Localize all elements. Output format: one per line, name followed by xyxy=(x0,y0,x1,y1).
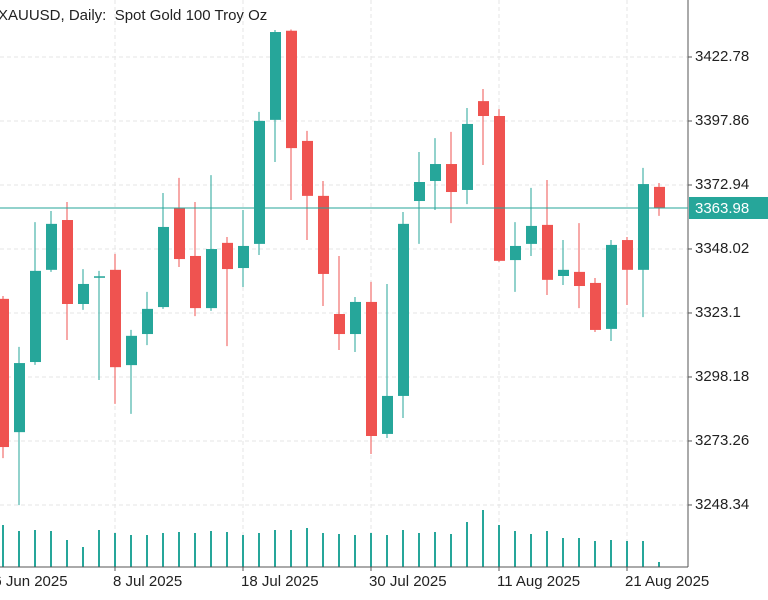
candle-body xyxy=(94,276,105,278)
candle-body xyxy=(78,283,89,304)
candle-body xyxy=(526,225,537,244)
candle-body xyxy=(302,140,313,196)
candle-body xyxy=(366,301,377,436)
candle-body xyxy=(622,240,633,270)
candle-body xyxy=(0,298,9,448)
candle-body xyxy=(382,395,393,434)
x-tick-label: 21 Aug 2025 xyxy=(625,573,709,590)
candle-body xyxy=(286,30,297,149)
y-tick-label: 3422.78 xyxy=(695,48,749,65)
candle-body xyxy=(510,245,521,261)
x-tick-label: 18 Jul 2025 xyxy=(241,573,319,590)
y-tick-label: 3298.18 xyxy=(695,368,749,385)
chart-title: XAUUSD, Daily: Spot Gold 100 Troy Oz xyxy=(0,7,267,24)
candle-body xyxy=(30,270,41,363)
candle-body xyxy=(46,223,57,270)
candle-body xyxy=(638,184,649,270)
candle-body xyxy=(126,335,137,366)
y-tick-label: 3248.34 xyxy=(695,496,749,513)
candle-body xyxy=(478,101,489,117)
candle-body xyxy=(206,249,217,309)
candle-body xyxy=(110,269,121,368)
candle-body xyxy=(238,245,249,269)
candle-body xyxy=(350,301,361,335)
candle-body xyxy=(174,207,185,260)
y-tick-label: 3397.86 xyxy=(695,112,749,129)
candle-body xyxy=(462,123,473,190)
candle-body xyxy=(334,314,345,335)
candle-body xyxy=(590,282,601,330)
candle-body xyxy=(270,32,281,120)
candle-body xyxy=(558,269,569,277)
candle-body xyxy=(142,308,153,335)
last-price-box xyxy=(689,196,768,219)
y-tick-label: 3323.1 xyxy=(695,304,741,321)
x-tick-label: 8 Jul 2025 xyxy=(113,573,182,590)
last-price-label: 3363.98 xyxy=(695,200,749,217)
candle-body xyxy=(414,182,425,202)
x-tick-label: 30 Jul 2025 xyxy=(369,573,447,590)
candle-body xyxy=(430,164,441,181)
candle-body xyxy=(158,226,169,308)
candle-body xyxy=(494,116,505,261)
x-tick-label: 26 Jun 2025 xyxy=(0,573,68,590)
y-tick-label: 3273.26 xyxy=(695,432,749,449)
x-tick-label: 11 Aug 2025 xyxy=(497,573,580,590)
candle-body xyxy=(222,242,233,270)
candle-body xyxy=(654,186,665,208)
candle-body xyxy=(446,164,457,193)
candle-body xyxy=(542,224,553,280)
y-tick-label: 3372.94 xyxy=(695,176,749,193)
candle-body xyxy=(574,271,585,287)
candle-body xyxy=(606,244,617,329)
candle-body xyxy=(62,220,73,304)
candle-body xyxy=(318,195,329,274)
candle-body xyxy=(398,223,409,396)
candle-body xyxy=(14,363,25,433)
candle-body xyxy=(190,255,201,309)
plot-area xyxy=(0,29,665,567)
y-tick-label: 3348.02 xyxy=(695,240,749,257)
candle-body xyxy=(254,120,265,244)
